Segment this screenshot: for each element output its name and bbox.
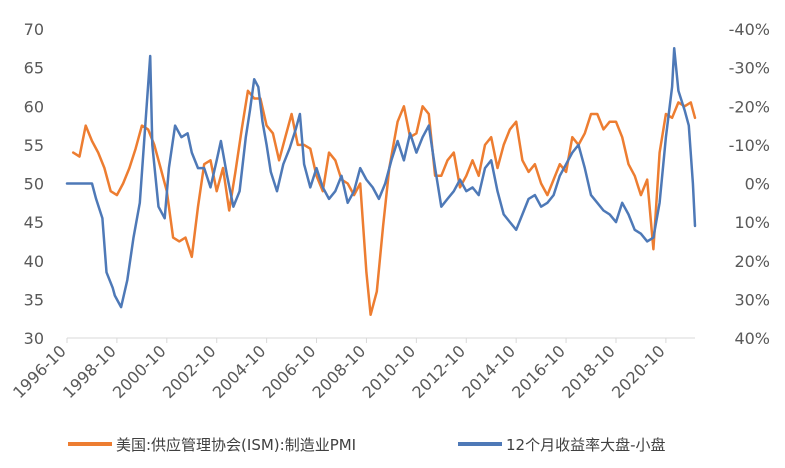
- y-left-tick-label: 65: [24, 59, 44, 78]
- plot-area: [65, 47, 697, 317]
- y-right-axis: -40% -30% -20% -10% 0% 10% 20% 30% 40%: [729, 20, 770, 348]
- y-right-tick-label: 20%: [734, 252, 770, 271]
- y-left-tick-label: 40: [24, 252, 44, 271]
- y-right-tick-label: -10%: [729, 136, 770, 155]
- y-right-tick-label: -40%: [729, 20, 770, 39]
- y-left-tick-label: 55: [24, 136, 44, 155]
- y-left-tick-label: 35: [24, 290, 44, 309]
- y-right-tick-label: 40%: [734, 329, 770, 348]
- y-right-tick-label: 30%: [734, 290, 770, 309]
- y-left-tick-label: 60: [24, 97, 44, 116]
- y-right-tick-label: 10%: [734, 213, 770, 232]
- legend-label-return: 12个月收益率大盘-小盘: [506, 436, 666, 454]
- y-left-tick-label: 45: [24, 213, 44, 232]
- legend: 美国:供应管理协会(ISM):制造业PMI 12个月收益率大盘-小盘: [68, 436, 666, 454]
- y-left-axis: 30 35 40 45 50 55 60 65 70: [24, 20, 44, 348]
- y-right-tick-label: -30%: [729, 59, 770, 78]
- y-left-tick-label: 30: [24, 329, 44, 348]
- legend-label-pmi: 美国:供应管理协会(ISM):制造业PMI: [116, 436, 356, 454]
- series-line-pmi: [71, 89, 697, 317]
- series-line-large-small-return: [65, 47, 697, 309]
- y-right-tick-label: -20%: [729, 97, 770, 116]
- y-left-tick-label: 70: [24, 20, 44, 39]
- y-right-tick-label: 0%: [745, 175, 770, 194]
- y-left-tick-label: 50: [24, 175, 44, 194]
